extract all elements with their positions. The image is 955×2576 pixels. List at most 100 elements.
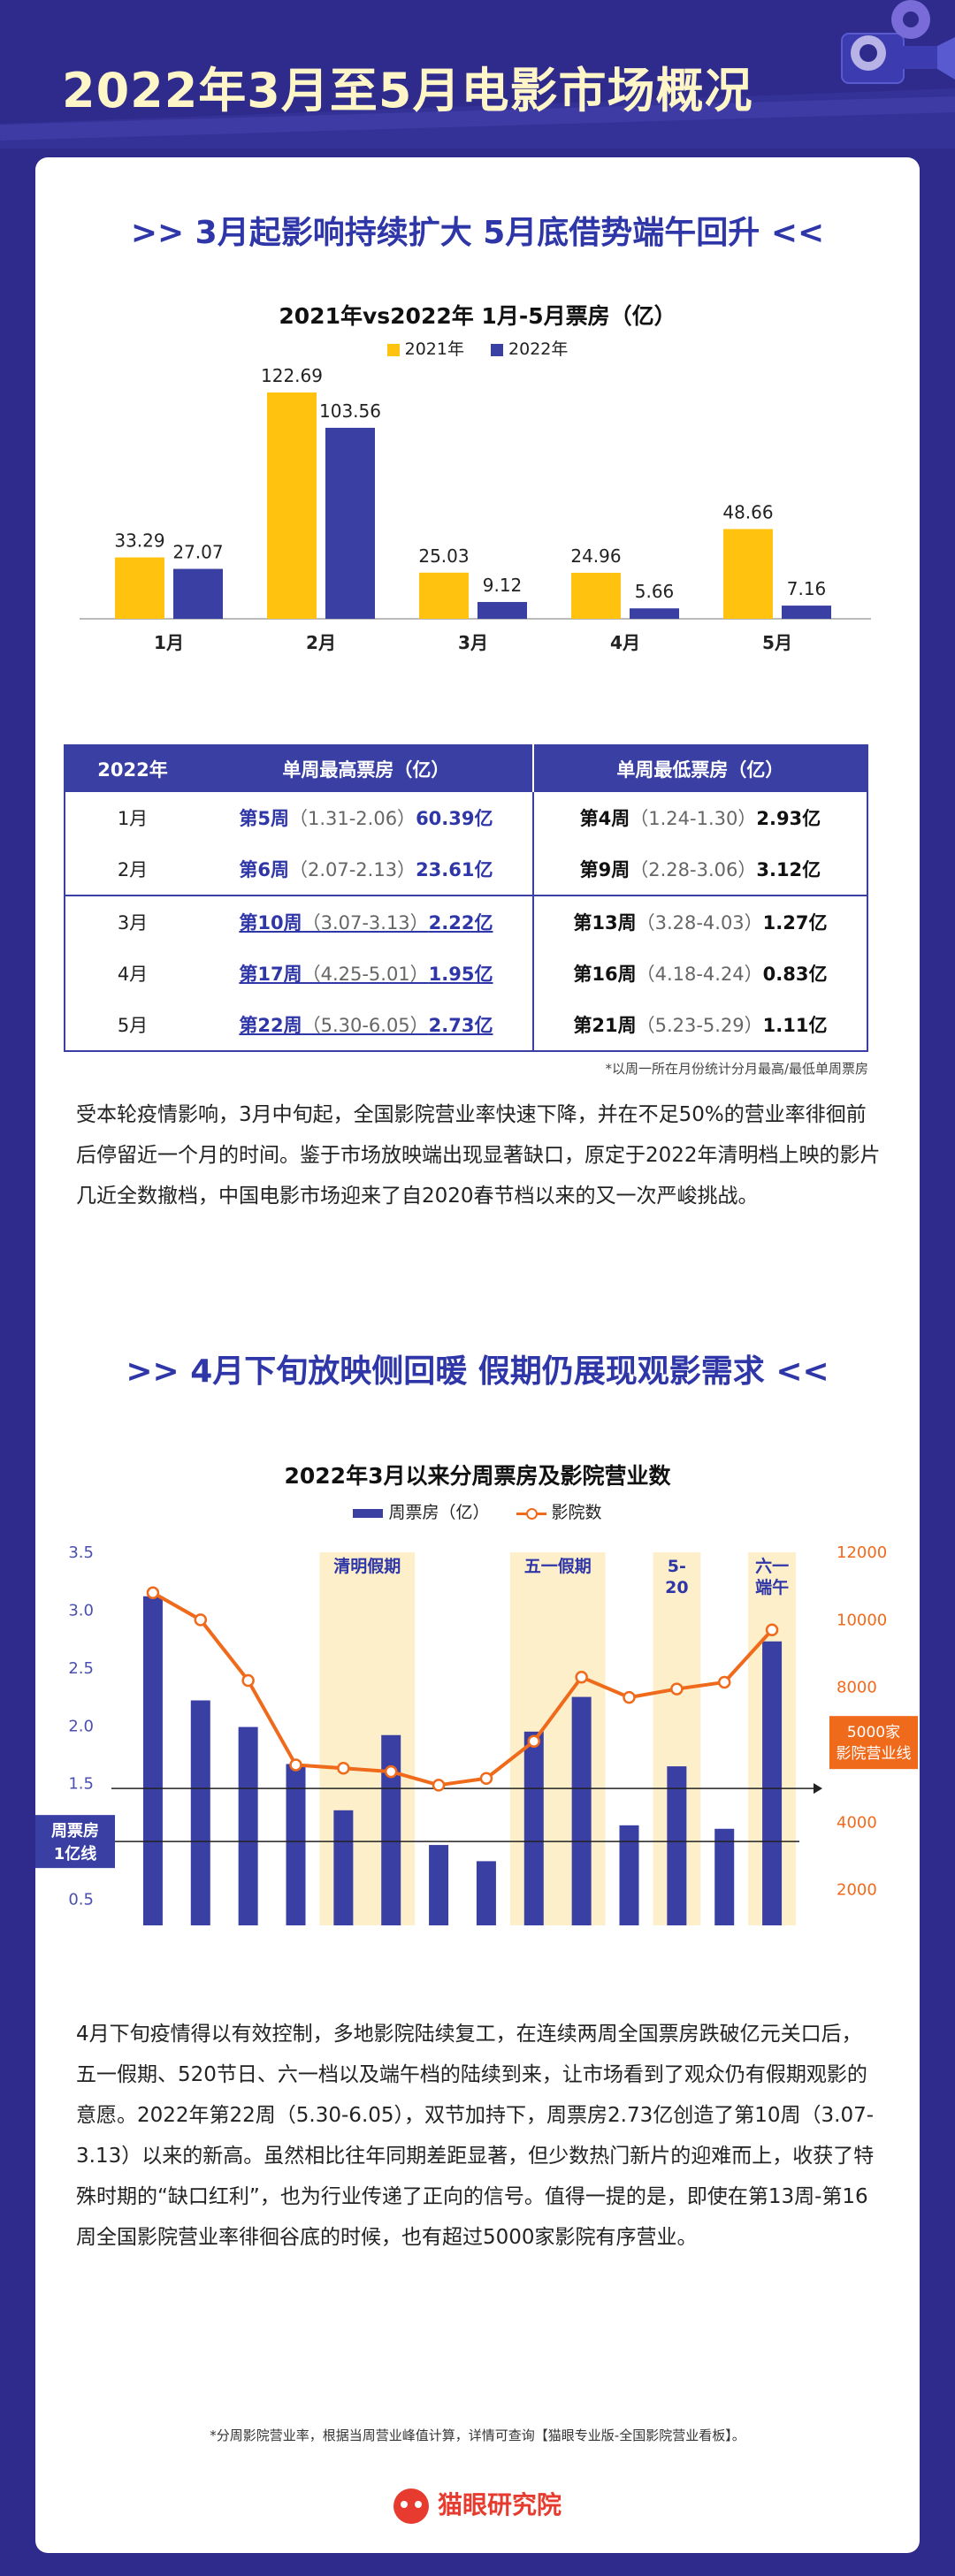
cinema-count-point	[527, 1734, 541, 1748]
weekly-bar	[381, 1734, 401, 1925]
high-value: 2.73亿	[428, 1015, 493, 1036]
high-range: （4.25-5.01）	[302, 964, 429, 985]
table-cell-month: 2月	[65, 843, 200, 896]
table-footnote: *以周一所在月份统计分月最高/最低单周票房	[605, 1061, 868, 1077]
legend-item-2022: 2022年	[491, 336, 568, 360]
legend-label: 影院数	[551, 1503, 602, 1522]
legend-item-cinemas: 影院数	[516, 1499, 602, 1523]
y-right-tick: 8000	[837, 1679, 877, 1697]
weekly-box-office-table: 2022年 单周最高票房（亿） 单周最低票房（亿） 1月 第5周（1.31-2.0…	[64, 744, 868, 1052]
high-range: （3.07-3.13）	[302, 912, 429, 934]
cinema-count-point	[717, 1675, 731, 1689]
low-value: 2.93亿	[756, 808, 821, 829]
table-row: 1月 第5周（1.31-2.06）60.39亿 第4周（1.24-1.30）2.93…	[65, 792, 867, 843]
holiday-label: 端午	[755, 1577, 789, 1597]
bar-2021	[723, 529, 773, 619]
high-range: （2.07-2.13）	[288, 859, 416, 880]
cinema-count-line	[151, 1591, 774, 1787]
table-header-high: 单周最高票房（亿）	[200, 745, 534, 792]
annotation-left-box	[35, 1815, 115, 1869]
low-range: （1.24-1.30）	[630, 808, 757, 829]
header-banner: 2022年3月至5月电影市场概况	[0, 0, 955, 149]
low-range: （3.28-4.03）	[636, 912, 763, 934]
section1-heading: >> 3月起影响持续扩大 5月底借势端午回升 <<	[130, 215, 825, 251]
bar-2021	[419, 572, 469, 619]
weekly-bar	[571, 1696, 592, 1925]
data-label: 122.69	[261, 365, 323, 386]
arrow-head	[814, 1783, 822, 1795]
data-label: 103.56	[319, 400, 381, 422]
month-label: 3月	[117, 912, 149, 934]
table-row: 3月 第10周（3.07-3.13）2.22亿 第13周（3.28-4.03）1.2…	[65, 895, 867, 948]
table-cell-high: 第22周（5.30-6.05）2.73亿	[200, 999, 534, 1051]
legend-item-2021: 2021年	[386, 336, 464, 360]
weekly-bar	[429, 1845, 449, 1925]
legend-swatch	[516, 1507, 546, 1520]
section2-heading: >> 4月下旬放映侧回暖 假期仍展现观影需求 <<	[126, 1353, 829, 1390]
cat-eye-icon	[393, 2488, 429, 2524]
legend-label: 周票房（亿）	[388, 1503, 490, 1522]
cinema-count-point	[765, 1623, 779, 1637]
cinema-count-point	[289, 1758, 302, 1772]
legend-label: 2021年	[404, 339, 464, 359]
table-cell-high: 第17周（4.25-5.01）1.95亿	[200, 948, 534, 999]
y-left-tick: 3.5	[68, 1543, 94, 1562]
weekly-bar	[286, 1764, 306, 1925]
chart2-title: 2022年3月以来分周票房及影院营业数	[284, 1463, 671, 1489]
table-row: 5月 第22周（5.30-6.05）2.73亿 第21周（5.23-5.29）1.1…	[65, 999, 867, 1051]
bar-2022	[630, 608, 679, 619]
weekly-bar	[142, 1596, 163, 1925]
bottom-footnote: *分周影院营业率，根据当周营业峰值计算，详情可查询【猫眼专业版-全国影院营业看板…	[210, 2427, 745, 2443]
data-label: 5.66	[635, 581, 675, 602]
table-cell-month: 4月	[65, 948, 200, 999]
y-right-tick: 10000	[837, 1611, 887, 1629]
weekly-bar	[762, 1641, 783, 1925]
bar-2022	[173, 568, 223, 619]
table-cell-low: 第21周（5.23-5.29）1.11亿	[533, 999, 867, 1051]
holiday-label: 清明假期	[333, 1556, 401, 1576]
legend-label: 2022年	[508, 339, 569, 359]
table-header-low: 单周最低票房（亿）	[532, 745, 867, 792]
legend-item-box-office: 周票房（亿）	[353, 1499, 489, 1523]
page-title: 2022年3月至5月电影市场概况	[62, 63, 753, 118]
chart1-svg: 33.29 27.07 1月 122.69 103.56 2月 25.03 9.12 3月 24.…	[80, 365, 871, 653]
bar-2022	[782, 606, 831, 619]
low-week: 第9周	[579, 859, 630, 880]
brand-name: 猫眼研究院	[437, 2490, 562, 2519]
data-label: 25.03	[418, 545, 469, 567]
paragraph-2: 4月下旬疫情得以有效控制，多地影院陆续复工，在连续两周全国票房跌破亿元关口后，五…	[76, 2023, 875, 2249]
projector-icon	[841, 0, 955, 84]
table-cell-month: 3月	[65, 895, 200, 948]
legend-swatch	[491, 343, 504, 356]
table-cell-high: 第5周（1.31-2.06）60.39亿	[200, 792, 534, 843]
cinema-count-point	[337, 1762, 350, 1775]
cinema-count-point	[146, 1586, 160, 1600]
x-tick-label: 5月	[762, 632, 792, 653]
high-value: 23.61亿	[416, 859, 493, 880]
low-value: 0.83亿	[762, 964, 828, 985]
table-cell-high: 第10周（3.07-3.13）2.22亿	[200, 895, 534, 948]
bar-2022	[478, 601, 527, 619]
paragraph-1: 受本轮疫情影响，3月中旬起，全国影院营业率快速下降，并在不足50%的营业率徘徊前…	[76, 1103, 881, 1208]
bar-2021	[267, 392, 317, 619]
high-week: 第22周	[239, 1015, 302, 1036]
table-cell-month: 5月	[65, 999, 200, 1051]
weekly-bar	[333, 1810, 354, 1925]
weekly-bar	[667, 1766, 687, 1925]
low-value: 1.11亿	[762, 1015, 828, 1036]
brand-logo: 猫眼研究院	[35, 2486, 920, 2524]
weekly-bar	[190, 1700, 210, 1925]
table-header-row: 2022年 单周最高票房（亿） 单周最低票房（亿）	[65, 745, 867, 792]
y-left-tick: 0.5	[68, 1891, 94, 1909]
table-cell-low: 第16周（4.18-4.24）0.83亿	[533, 948, 867, 999]
holiday-label: 六一	[755, 1556, 789, 1576]
low-week: 第13周	[573, 912, 637, 934]
data-label: 33.29	[114, 530, 164, 552]
high-value: 1.95亿	[428, 964, 493, 985]
weekly-bar	[523, 1731, 544, 1925]
data-label: 9.12	[483, 575, 523, 596]
low-value: 1.27亿	[762, 912, 828, 934]
low-range: （2.28-3.06）	[630, 859, 757, 880]
cinema-count-point	[194, 1613, 208, 1627]
